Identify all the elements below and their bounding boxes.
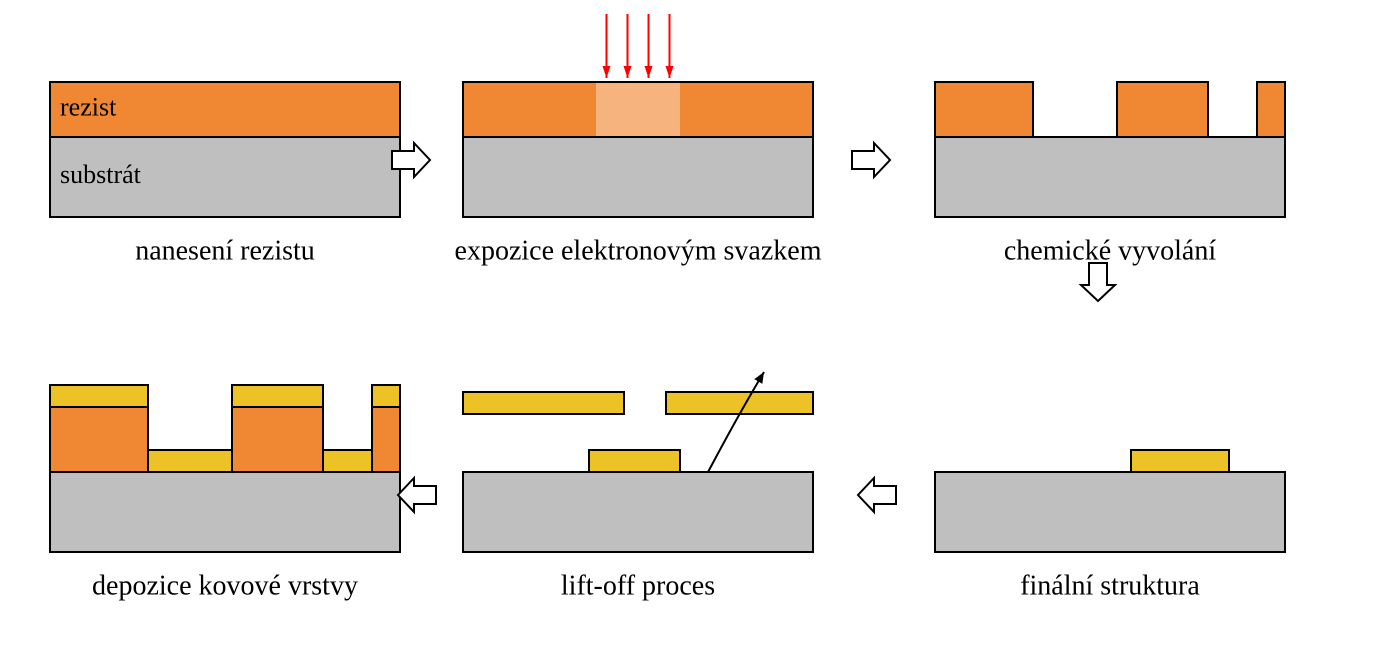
caption-p4: finální struktura	[1020, 570, 1200, 601]
resist-segment	[1117, 82, 1208, 137]
electron-beam-arrow	[645, 14, 653, 78]
exposed-resist-region	[596, 83, 680, 136]
resist-segment	[372, 407, 400, 472]
metal-lifting	[463, 392, 624, 414]
substrate-layer	[50, 472, 400, 552]
panel-p6: depozice kovové vrstvy	[50, 385, 400, 601]
panel-p5: lift-off proces	[463, 372, 813, 601]
panel-p4: finální struktura	[935, 450, 1285, 601]
electron-beam-arrow	[624, 14, 632, 78]
electron-beam-arrow	[603, 14, 611, 78]
caption-p2: expozice elektronovým svazkem	[455, 235, 822, 266]
flow-arrow-a4	[858, 478, 896, 512]
metal-on-resist	[372, 385, 400, 407]
caption-p1: nanesení rezistu	[135, 235, 315, 266]
substrate-label: substrát	[60, 160, 142, 189]
substrate-layer	[935, 472, 1285, 552]
resist-segment	[50, 407, 148, 472]
metal-on-resist	[232, 385, 323, 407]
metal-lifting	[666, 392, 813, 414]
electron-beam-arrow	[666, 14, 674, 78]
panel-p3: chemické vyvolání	[935, 82, 1285, 266]
resist-segment	[232, 407, 323, 472]
substrate-layer	[463, 472, 813, 552]
metal-on-resist	[50, 385, 148, 407]
caption-p5: lift-off proces	[561, 570, 715, 601]
flow-arrow-a5	[398, 478, 436, 512]
resist-segment	[1257, 82, 1285, 137]
metal-strip	[589, 450, 680, 472]
metal-in-gap	[323, 450, 372, 472]
flow-arrow-a3	[1081, 263, 1115, 301]
resist-label: rezist	[60, 92, 117, 121]
metal-strip	[1131, 450, 1229, 472]
panel-p2: expozice elektronovým svazkem	[455, 82, 822, 266]
resist-segment	[935, 82, 1033, 137]
substrate-layer	[463, 137, 813, 217]
caption-p3: chemické vyvolání	[1004, 235, 1216, 266]
metal-in-gap	[148, 450, 232, 472]
caption-p6: depozice kovové vrstvy	[92, 570, 358, 601]
panel-p1: rezist substrát nanesení rezistu	[50, 82, 400, 266]
flow-arrow-a2	[852, 143, 890, 177]
lift-off-arrow	[708, 372, 764, 472]
substrate-layer	[935, 137, 1285, 217]
